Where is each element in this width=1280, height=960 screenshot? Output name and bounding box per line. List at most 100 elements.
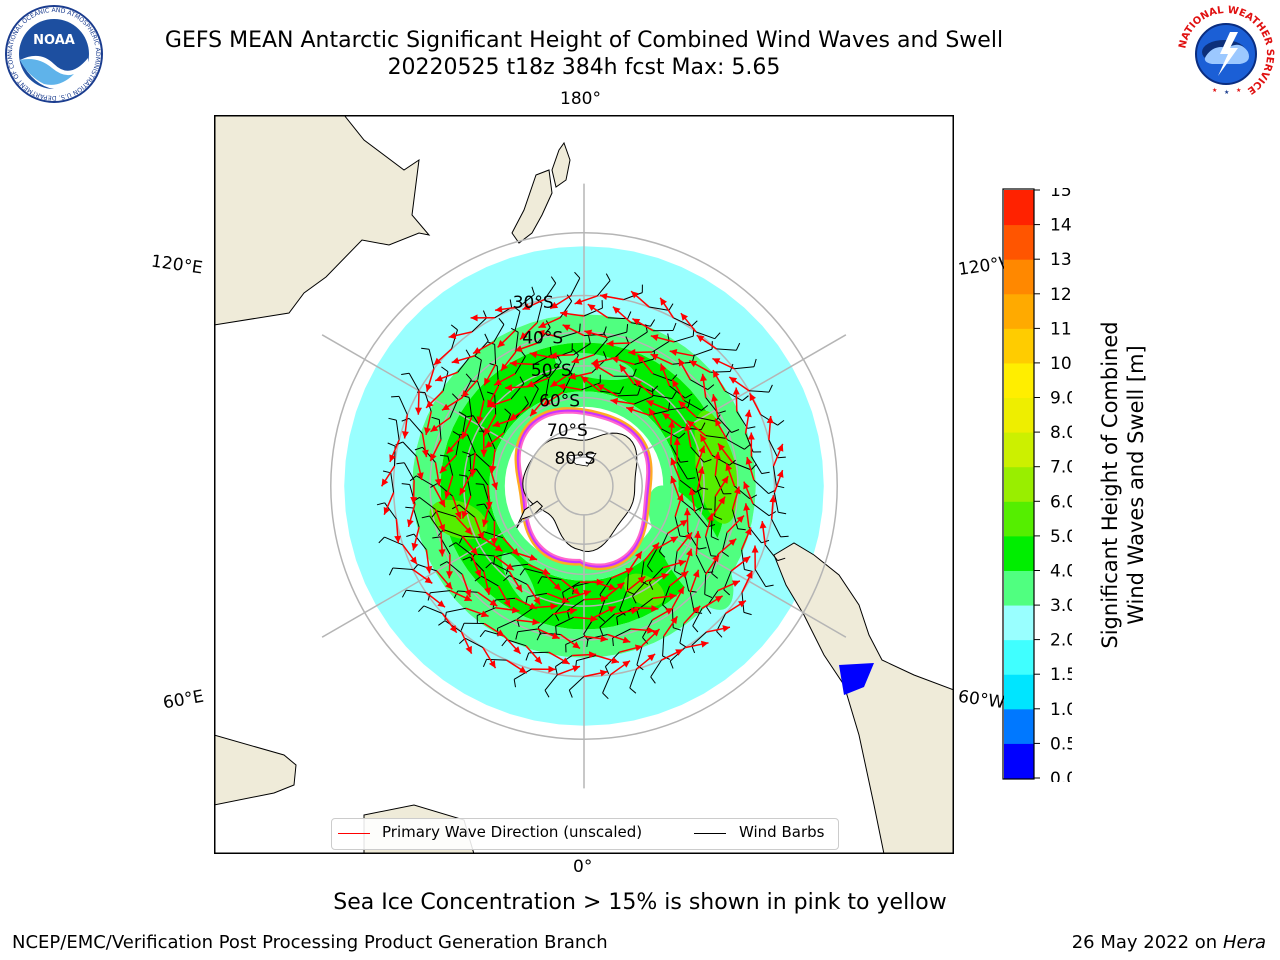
wind-barb-staff <box>480 575 499 587</box>
wave-direction-arrowhead <box>534 656 542 664</box>
colorbar-bin <box>1004 259 1034 295</box>
wind-barb-staff <box>395 420 400 440</box>
wind-barb-staff <box>583 307 603 317</box>
wave-direction-arrowhead <box>686 420 695 428</box>
wave-direction-arrowhead <box>473 347 481 354</box>
wind-barb-staff <box>449 399 459 418</box>
wind-barb-flag <box>566 294 573 302</box>
wind-barb-staff <box>679 623 685 644</box>
wind-barb-flag <box>519 376 525 384</box>
wind-barb-flag <box>731 429 740 433</box>
wave-direction-arrowhead <box>713 370 720 378</box>
wind-barb-flag <box>650 676 656 684</box>
wave-direction-arrowhead <box>561 657 570 664</box>
latitude-label: 70°S <box>547 421 588 441</box>
wind-barb-flag <box>695 487 703 493</box>
wave-direction-arrowhead <box>587 304 596 311</box>
wind-barb-staff <box>619 591 628 611</box>
wave-direction-arrowhead <box>776 443 784 452</box>
wind-barb-staff <box>458 504 476 518</box>
sea-ice-note: Sea Ice Concentration > 15% is shown in … <box>333 890 947 915</box>
wind-barb-flag <box>541 373 550 379</box>
wind-barb-flag <box>401 483 410 485</box>
footer-date-text: 26 May 2022 <box>1071 932 1190 953</box>
wave-direction-arrowhead <box>631 291 639 299</box>
wind-barb-staff <box>506 639 527 647</box>
wave-direction-arrowhead <box>487 399 494 408</box>
wind-barb-flag <box>427 592 431 601</box>
latitude-label: 50°S <box>531 361 572 381</box>
wave-direction-arrowhead <box>488 660 496 669</box>
colorbar-bin <box>1004 674 1034 710</box>
wave-direction-arrowhead <box>622 636 631 644</box>
wave-direction-arrowhead <box>484 377 491 386</box>
wind-barb-staff <box>693 348 713 357</box>
wind-barb-staff <box>428 349 435 369</box>
wind-barb-flag <box>465 415 474 418</box>
wave-direction-arrowhead <box>721 476 729 484</box>
wave-direction-arrowhead <box>590 615 598 623</box>
wind-barb-staff <box>662 636 665 657</box>
wave-direction-arrowhead <box>600 293 608 300</box>
wind-barb-staff <box>483 531 504 539</box>
wave-direction-arrowhead <box>532 618 540 626</box>
wind-barb-staff <box>626 571 629 592</box>
wind-barb-staff <box>587 634 608 640</box>
wind-barb-staff <box>652 394 673 400</box>
wave-direction-arrowhead <box>619 364 627 373</box>
wind-barb-flag <box>504 408 511 415</box>
wind-barb-staff <box>630 322 651 327</box>
wave-direction-arrowhead <box>635 551 642 560</box>
wind-barb-flag <box>544 690 550 698</box>
wave-direction-arrowhead <box>675 649 683 656</box>
wave-direction-arrowhead <box>435 375 443 382</box>
wave-direction-arrowhead <box>592 363 601 371</box>
wave-direction-arrowhead <box>497 340 506 348</box>
wind-barb-flag <box>694 506 703 512</box>
wave-direction-arrowhead <box>461 431 469 440</box>
wave-direction-arrowhead <box>651 605 659 612</box>
wind-barb-flag <box>701 405 709 411</box>
wind-barb-flag <box>401 589 407 598</box>
colorbar-bin <box>1004 501 1034 537</box>
wave-direction-arrowhead <box>688 487 696 496</box>
wave-direction-arrowhead <box>670 616 678 624</box>
australia <box>214 115 431 326</box>
wind-barb-flag <box>465 349 471 357</box>
chart-title: GEFS MEAN Antarctic Significant Height o… <box>164 28 1004 53</box>
wave-direction-arrowhead <box>669 592 677 600</box>
wind-barb-flag <box>498 317 505 325</box>
wave-direction-arrowhead <box>743 481 750 490</box>
meridian-line <box>608 334 847 473</box>
wave-direction-arrowhead <box>543 398 551 406</box>
wave-direction-arrowhead <box>551 632 560 639</box>
wave-direction-arrowhead <box>451 357 460 364</box>
wind-barb-staff <box>691 631 707 646</box>
wind-barb-staff <box>408 418 423 434</box>
wave-direction-arrowhead <box>439 465 448 474</box>
wave-direction-arrowhead <box>389 454 396 462</box>
wind-barb-staff <box>617 394 638 397</box>
wind-barb-staff <box>451 329 458 350</box>
wind-barb-staff <box>446 607 466 613</box>
wind-barb-flag <box>421 347 430 350</box>
wind-barb-staff <box>545 378 550 398</box>
wind-barb-staff <box>736 411 748 429</box>
wave-direction-arrowhead <box>678 400 687 409</box>
wind-barb-flag <box>475 483 484 485</box>
wind-barb-flag <box>680 460 689 463</box>
wind-barb-staff <box>455 542 473 556</box>
wind-barb-flag <box>598 615 606 622</box>
colorbar-bins <box>1004 190 1034 779</box>
wind-barb-staff <box>596 280 611 297</box>
wind-barb-staff <box>593 339 608 356</box>
wind-barb-flag <box>744 443 751 450</box>
wind-barb-flag <box>510 327 519 333</box>
wind-barb-staff <box>695 331 715 340</box>
wave-direction-arrowhead <box>749 393 756 402</box>
wind-barb-flag <box>482 659 487 667</box>
wave-direction-arrowhead <box>662 412 670 420</box>
wave-direction-arrowhead <box>549 352 557 360</box>
ross-ice-shelf <box>565 452 597 467</box>
wave-direction-arrowhead <box>698 445 706 454</box>
